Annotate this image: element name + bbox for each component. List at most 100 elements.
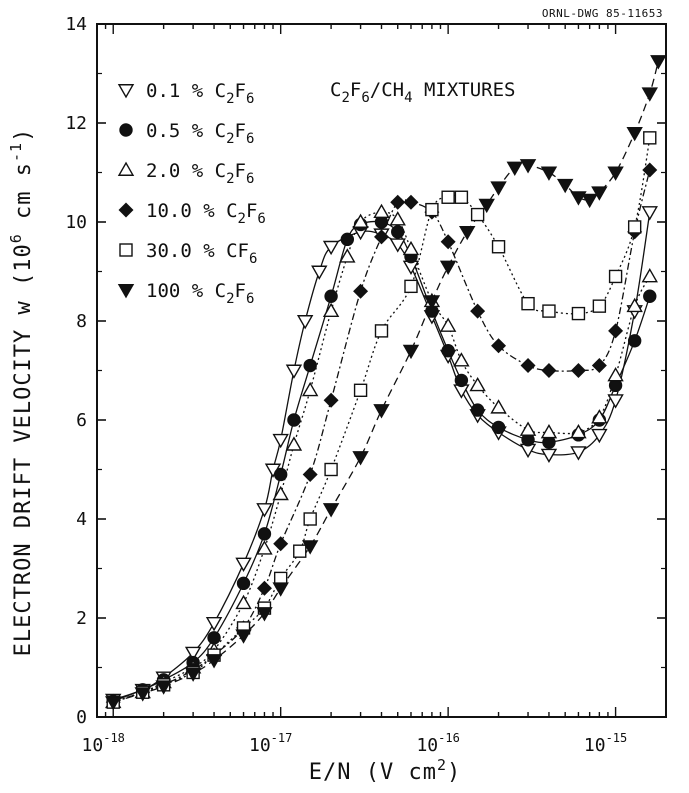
data-point-series-5 (134, 687, 151, 702)
y-tick-label: 4 (76, 509, 87, 530)
data-point-series-5 (650, 55, 667, 70)
data-point-series-5 (423, 295, 441, 310)
data-point-series-5 (235, 629, 252, 644)
data-point-series-1 (454, 373, 469, 388)
data-point-series-5 (184, 667, 202, 682)
data-point-series-1 (491, 420, 506, 435)
data-point-series-2 (235, 594, 252, 610)
data-point-series-4 (425, 202, 439, 217)
data-point-series-0 (570, 446, 587, 461)
data-point-series-2 (373, 203, 390, 219)
data-point-series-1 (627, 334, 642, 348)
data-point-series-4 (324, 462, 338, 477)
legend-marker (118, 202, 134, 218)
data-point-series-3 (440, 234, 456, 250)
data-point-series-4 (592, 299, 607, 313)
data-point-series-4 (303, 512, 317, 526)
data-point-series-0 (540, 448, 558, 464)
series-line-5 (113, 60, 659, 703)
y-tick-label: 8 (76, 311, 87, 332)
data-point-series-3 (323, 392, 339, 408)
data-point-series-0 (311, 265, 328, 280)
data-point-series-5 (459, 225, 476, 241)
data-point-series-3 (302, 466, 318, 482)
data-point-series-5 (556, 178, 574, 194)
data-point-series-1 (303, 358, 317, 373)
data-point-series-4 (542, 304, 556, 318)
data-point-series-0 (607, 394, 624, 409)
data-point-series-0 (591, 428, 608, 444)
data-point-series-2 (490, 399, 507, 414)
data-point-series-4 (374, 324, 389, 338)
data-point-series-5 (581, 193, 598, 209)
x-tick-label: 10-16 (416, 731, 459, 756)
data-point-series-2 (402, 240, 420, 256)
x-tick-label: 10-15 (584, 731, 627, 756)
data-point-series-0 (184, 646, 202, 662)
data-point-series-4 (454, 190, 469, 204)
data-point-series-2 (256, 540, 273, 555)
data-point-series-1 (287, 413, 301, 427)
series-curves (112, 60, 659, 703)
data-point-series-3 (520, 358, 536, 374)
data-point-series-2 (591, 409, 608, 424)
y-axis-title: ELECTRON DRIFT VELOCITY w (106 cm s-1) (7, 128, 36, 657)
data-point-series-1 (441, 344, 455, 358)
data-point-series-5 (540, 166, 558, 181)
data-point-series-0 (272, 433, 289, 449)
data-point-series-4 (643, 131, 657, 145)
data-point-series-3 (390, 194, 406, 210)
chart-title: C2F6/CH4 MIXTURES (330, 79, 516, 106)
data-point-series-5 (373, 404, 390, 419)
data-point-series-5 (478, 198, 495, 214)
x-axis-title: E/N (V cm2) (309, 756, 462, 785)
data-point-series-0 (322, 240, 340, 256)
y-tick-label: 14 (65, 14, 87, 35)
legend-label: 10.0 % C2F6 (146, 200, 266, 227)
legend-label: 0.5 % C2F6 (146, 120, 254, 147)
data-point-series-0 (389, 238, 406, 253)
y-tick-label: 10 (65, 212, 87, 233)
legend-marker (117, 161, 135, 176)
series-line-1 (112, 220, 651, 702)
y-tick-label: 2 (76, 608, 87, 629)
data-point-series-4 (353, 383, 368, 397)
data-point-series-2 (285, 436, 303, 451)
axes: 0 2 4 6 8 10 12 14 10-18 10-17 10-16 10-15 (65, 14, 667, 756)
data-point-series-0 (256, 503, 273, 518)
data-point-series-3 (608, 323, 624, 339)
data-point-series-1 (470, 403, 485, 417)
data-point-series-5 (352, 451, 369, 466)
data-point-series-1 (643, 289, 657, 303)
data-point-series-2 (540, 423, 558, 439)
x-tick-label: 10-18 (82, 731, 125, 756)
data-point-series-5 (490, 181, 507, 196)
data-point-series-5 (301, 540, 319, 555)
data-point-series-3 (403, 194, 419, 210)
data-point-series-5 (626, 126, 643, 142)
drawing-id: ORNL-DWG 85-11653 (542, 7, 663, 20)
data-point-series-3 (374, 229, 389, 245)
data-point-series-5 (591, 186, 608, 201)
data-point-series-1 (236, 576, 251, 591)
data-point-series-5 (402, 344, 420, 360)
data-point-series-5 (641, 87, 658, 102)
data-point-series-5 (519, 159, 537, 174)
data-point-series-3 (491, 338, 507, 354)
data-point-series-3 (642, 162, 658, 178)
data-point-series-3 (591, 358, 607, 374)
data-point-series-2 (339, 248, 356, 263)
data-point-series-4 (608, 269, 623, 284)
series-line-2 (113, 211, 651, 703)
data-point-series-2 (389, 211, 406, 226)
legend-label: 100 % C2F6 (146, 280, 254, 307)
data-point-series-5 (506, 161, 523, 176)
data-point-series-2 (322, 302, 340, 318)
data-point-series-5 (105, 696, 122, 711)
data-point-series-5 (256, 607, 273, 622)
legend-marker (119, 243, 133, 257)
data-point-series-0 (641, 206, 658, 221)
data-point-series-4 (627, 220, 642, 234)
data-point-series-2 (570, 423, 587, 439)
data-point-series-2 (301, 381, 319, 397)
